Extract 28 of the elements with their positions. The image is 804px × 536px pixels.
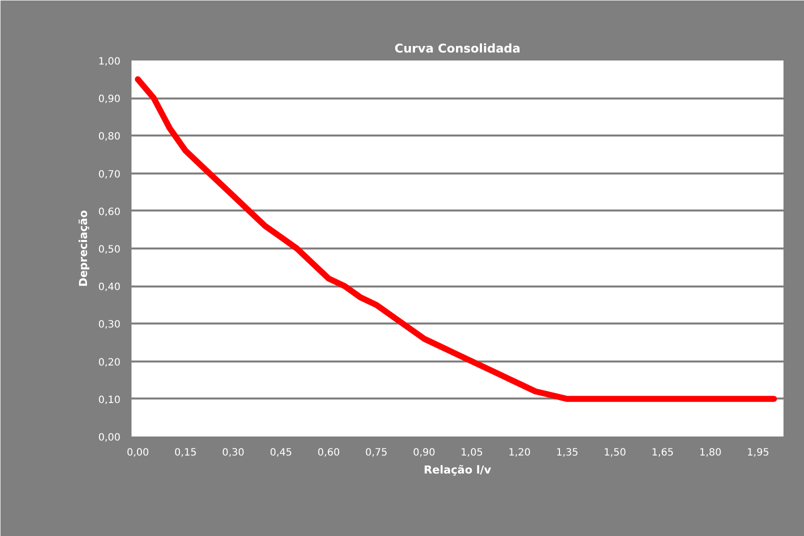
y-tick-label: 0,20 (98, 357, 120, 368)
y-axis-title: Depreciação (77, 210, 90, 287)
x-tick-label: 1,35 (556, 448, 578, 458)
y-tick-label: 0,70 (98, 169, 120, 180)
x-tick-label: 1,50 (604, 448, 626, 458)
chart-title: Curva Consolidada (394, 42, 520, 56)
x-tick-label: 0,15 (174, 448, 197, 458)
x-tick-label: 0,60 (318, 448, 340, 458)
y-tick-label: 0,00 (98, 432, 120, 444)
x-tick-label: 0,00 (126, 448, 149, 458)
y-tick-label: 0,50 (98, 244, 120, 256)
x-tick-label: 1,80 (699, 448, 722, 458)
y-tick-label: 0,10 (98, 394, 120, 406)
x-tick-label: 0,75 (365, 448, 388, 458)
x-tick-label: 0,45 (270, 448, 292, 458)
y-tick-label: 0,60 (98, 206, 120, 218)
y-tick-label: 0,90 (98, 94, 120, 106)
y-tick-label: 0,40 (98, 282, 120, 294)
x-tick-label: 0,30 (222, 448, 244, 458)
y-tick-label: 0,30 (98, 320, 120, 331)
y-tick-label: 0,80 (98, 132, 120, 143)
x-axis-title: Relação l/v (424, 464, 492, 476)
x-tick-label: 1,65 (652, 448, 674, 458)
x-tick-label: 0,90 (412, 448, 436, 458)
y-tick-label: 1,00 (98, 56, 120, 68)
x-tick-label: 1,95 (746, 448, 770, 458)
x-tick-label: 1,20 (508, 448, 531, 458)
x-tick-label: 1,05 (460, 448, 483, 458)
